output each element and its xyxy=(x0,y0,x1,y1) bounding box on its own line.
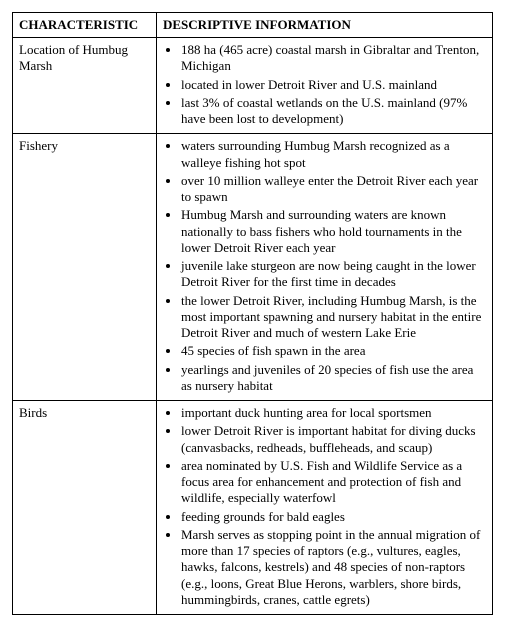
list-item: yearlings and juveniles of 20 species of… xyxy=(181,362,486,395)
list-item: Humbug Marsh and surrounding waters are … xyxy=(181,207,486,256)
list-item: important duck hunting area for local sp… xyxy=(181,405,486,421)
list-item: Marsh serves as stopping point in the an… xyxy=(181,527,486,608)
row-items-list: waters surrounding Humbug Marsh recogniz… xyxy=(163,138,486,394)
row-label: Location of Humbug Marsh xyxy=(13,38,157,134)
row-items-cell: waters surrounding Humbug Marsh recogniz… xyxy=(157,134,493,401)
list-item: lower Detroit River is important habitat… xyxy=(181,423,486,456)
list-item: juvenile lake sturgeon are now being cau… xyxy=(181,258,486,291)
row-label: Fishery xyxy=(13,134,157,401)
list-item: area nominated by U.S. Fish and Wildlife… xyxy=(181,458,486,507)
header-descriptive-info: DESCRIPTIVE INFORMATION xyxy=(157,13,493,38)
list-item: 188 ha (465 acre) coastal marsh in Gibra… xyxy=(181,42,486,75)
table-row: Birds important duck hunting area for lo… xyxy=(13,401,493,615)
header-row: CHARACTERISTIC DESCRIPTIVE INFORMATION xyxy=(13,13,493,38)
list-item: the lower Detroit River, including Humbu… xyxy=(181,293,486,342)
header-characteristic: CHARACTERISTIC xyxy=(13,13,157,38)
list-item: waters surrounding Humbug Marsh recogniz… xyxy=(181,138,486,171)
list-item: over 10 million walleye enter the Detroi… xyxy=(181,173,486,206)
row-label: Birds xyxy=(13,401,157,615)
list-item: feeding grounds for bald eagles xyxy=(181,509,486,525)
row-items-cell: 188 ha (465 acre) coastal marsh in Gibra… xyxy=(157,38,493,134)
row-items-list: important duck hunting area for local sp… xyxy=(163,405,486,608)
table-row: Fishery waters surrounding Humbug Marsh … xyxy=(13,134,493,401)
row-items-list: 188 ha (465 acre) coastal marsh in Gibra… xyxy=(163,42,486,127)
list-item: last 3% of coastal wetlands on the U.S. … xyxy=(181,95,486,128)
list-item: 45 species of fish spawn in the area xyxy=(181,343,486,359)
table-row: Location of Humbug Marsh 188 ha (465 acr… xyxy=(13,38,493,134)
characteristics-table: CHARACTERISTIC DESCRIPTIVE INFORMATION L… xyxy=(12,12,493,615)
row-items-cell: important duck hunting area for local sp… xyxy=(157,401,493,615)
list-item: located in lower Detroit River and U.S. … xyxy=(181,77,486,93)
